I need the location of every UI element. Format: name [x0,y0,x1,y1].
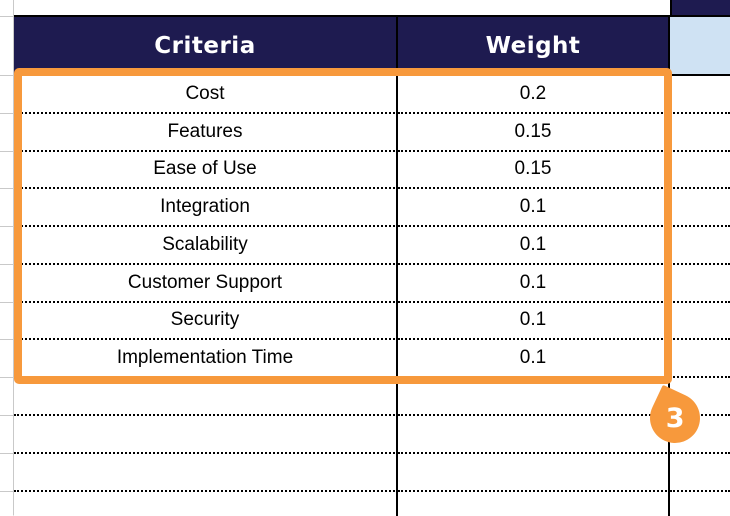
empty-row-partial [0,492,730,516]
empty-row [0,454,730,492]
adjacent-cell[interactable] [670,302,730,341]
row-gutter [0,378,14,416]
adjacent-cell[interactable] [670,113,730,152]
row-gutter [0,76,14,114]
row-gutter [0,492,14,516]
weight-cell[interactable]: 0.15 [398,113,670,152]
weight-cell[interactable]: 0.1 [398,264,670,303]
weight-cell[interactable]: 0.1 [398,189,670,227]
weight-cell[interactable]: 0.15 [398,151,670,190]
weight-cell[interactable]: 0.1 [398,340,670,378]
table-row: Scalability 0.1 [0,227,730,265]
criteria-cell[interactable]: Features [14,113,398,152]
grid-row-above-header [0,0,730,17]
criteria-cell[interactable]: Implementation Time [14,340,398,378]
adjacent-cell[interactable] [670,76,730,114]
row-gutter [0,416,14,454]
row-gutter [0,264,14,303]
row-gutter [0,227,14,265]
row-gutter [0,189,14,227]
row-gutter [0,151,14,190]
table-row: Security 0.1 [0,302,730,341]
adjacent-cell[interactable] [670,340,730,378]
header-cell-adjacent[interactable] [670,17,730,76]
table-row: Ease of Use 0.15 [0,151,730,190]
adjacent-cell[interactable] [670,151,730,190]
table-row: Cost 0.2 [0,76,730,114]
empty-cell[interactable] [14,454,398,492]
weight-cell[interactable]: 0.1 [398,227,670,265]
criteria-cell[interactable]: Ease of Use [14,151,398,190]
empty-cell[interactable] [398,454,670,492]
header-cell-weight[interactable]: Weight [398,17,670,76]
step-3-badge-label: 3 [665,402,685,434]
header-cell-criteria[interactable]: Criteria [14,17,398,76]
criteria-cell[interactable]: Scalability [14,227,398,265]
cell-navy-partial[interactable] [670,0,730,17]
criteria-cell[interactable]: Integration [14,189,398,227]
empty-row [0,378,730,416]
empty-row [0,416,730,454]
empty-cell[interactable] [14,492,398,516]
adjacent-cell[interactable] [670,227,730,265]
empty-cell[interactable] [398,416,670,454]
row-gutter [0,113,14,152]
empty-cell[interactable] [14,416,398,454]
criteria-cell[interactable]: Security [14,302,398,341]
adjacent-cell[interactable] [670,264,730,303]
empty-cell[interactable] [398,492,670,516]
criteria-cell[interactable]: Cost [14,76,398,114]
table-row: Implementation Time 0.1 [0,340,730,378]
table-row: Customer Support 0.1 [0,264,730,303]
criteria-cell[interactable]: Customer Support [14,264,398,303]
empty-cell[interactable] [14,378,398,416]
empty-cell[interactable] [398,378,670,416]
table-header-row: Criteria Weight [0,17,730,76]
table-row: Features 0.15 [0,113,730,152]
row-gutter [0,17,14,76]
cell-blank[interactable] [14,0,670,17]
weight-cell[interactable]: 0.2 [398,76,670,114]
row-gutter [0,302,14,341]
adjacent-cell[interactable] [670,492,730,516]
weight-cell[interactable]: 0.1 [398,302,670,341]
table-row: Integration 0.1 [0,189,730,227]
adjacent-cell[interactable] [670,454,730,492]
row-gutter [0,454,14,492]
adjacent-cell[interactable] [670,189,730,227]
row-gutter [0,0,14,17]
row-gutter [0,340,14,378]
